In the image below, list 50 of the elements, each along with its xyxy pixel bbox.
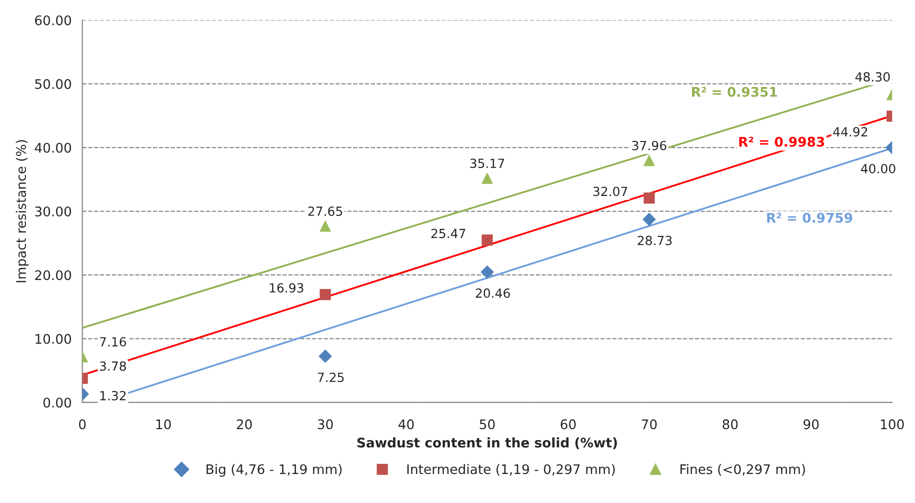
point <box>644 192 655 204</box>
data-label: 3.78 <box>100 361 126 371</box>
point <box>482 234 493 246</box>
point <box>482 172 493 184</box>
y-tick-label: 0.00 <box>43 398 72 408</box>
x-tick-label: 0 <box>79 419 86 430</box>
x-tick-label: 20 <box>236 419 252 430</box>
x-tick-label: 90 <box>804 419 819 430</box>
x-tick-label: 40 <box>398 419 414 430</box>
point <box>480 265 494 279</box>
x-tick-label: 60 <box>560 419 576 430</box>
point <box>320 220 331 232</box>
x-tick-label: 50 <box>480 419 495 430</box>
legend-label: Intermediate (1,19 - 0,297 mm) <box>407 464 615 476</box>
series-label: R² = 0.9759 <box>767 212 852 223</box>
y-tick-label: 30.00 <box>35 206 72 216</box>
legend-label: Big (4,76 - 1,19 mm) <box>206 464 342 477</box>
x-tick-label: 10 <box>156 419 171 430</box>
data-label: 40.00 <box>860 164 896 174</box>
data-label: 37.96 <box>632 140 666 150</box>
y-tick-label: 50.00 <box>35 79 72 90</box>
x-tick-label: 100 <box>880 419 904 430</box>
point <box>644 154 655 166</box>
y-tick-label: 40.00 <box>34 142 72 153</box>
data-label: 7.16 <box>100 337 126 347</box>
data-label: 32.07 <box>593 186 628 196</box>
point <box>318 350 332 363</box>
data-label: 16.93 <box>270 283 304 293</box>
data-label: 25.47 <box>431 228 466 238</box>
data-label: 48.30 <box>855 72 890 82</box>
y-tick-label: 20.00 <box>35 270 72 280</box>
x-tick-label: 70 <box>642 419 657 430</box>
data-label: 35.17 <box>470 158 504 168</box>
data-label: 28.73 <box>638 236 672 246</box>
data-label: 44.92 <box>833 127 868 136</box>
x-tick-label: 80 <box>722 419 738 430</box>
y-tick-label: 10.00 <box>36 334 72 344</box>
data-label: 20.46 <box>476 288 510 298</box>
data-label: 7.25 <box>318 372 344 382</box>
data-label: 27.65 <box>308 206 342 216</box>
point <box>642 212 656 226</box>
x-tick-label: 30 <box>318 419 333 430</box>
data-label: 1.32 <box>100 390 126 400</box>
series-label: R² = 0.9983 <box>739 136 824 147</box>
y-axis-title: Impact resistance (%) <box>16 140 29 282</box>
y-tick-label: 60.00 <box>35 15 72 26</box>
series-label: R² = 0.9351 <box>692 86 777 97</box>
legend-label: Fines (<0,297 mm) <box>680 464 805 476</box>
point <box>320 288 331 300</box>
x-axis-title: Sawdust content in the solid (%wt) <box>357 437 617 450</box>
